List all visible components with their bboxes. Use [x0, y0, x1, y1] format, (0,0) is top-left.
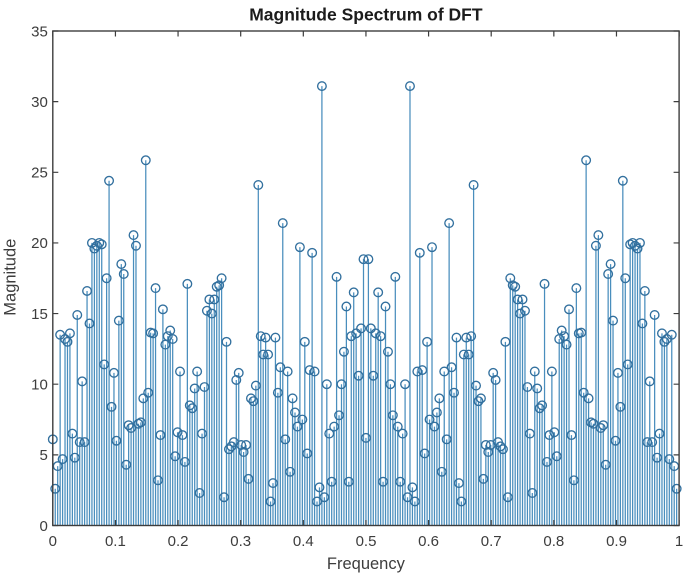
svg-text:35: 35: [31, 23, 48, 40]
svg-text:Frequency: Frequency: [327, 555, 406, 573]
svg-text:0.3: 0.3: [230, 533, 251, 550]
svg-text:0.6: 0.6: [418, 533, 439, 550]
svg-text:15: 15: [31, 306, 48, 323]
svg-text:0.8: 0.8: [543, 533, 564, 550]
svg-text:10: 10: [31, 377, 48, 394]
svg-text:5: 5: [39, 447, 47, 464]
svg-text:0.7: 0.7: [481, 533, 502, 550]
svg-text:0.9: 0.9: [606, 533, 627, 550]
svg-text:0: 0: [49, 533, 57, 550]
svg-text:Magnitude Spectrum of DFT: Magnitude Spectrum of DFT: [249, 5, 483, 25]
svg-text:0: 0: [39, 518, 47, 535]
svg-text:Magnitude: Magnitude: [2, 239, 20, 316]
svg-text:30: 30: [31, 94, 48, 111]
svg-text:25: 25: [31, 165, 48, 182]
svg-text:0.2: 0.2: [168, 533, 189, 550]
svg-text:1: 1: [675, 533, 683, 550]
svg-text:0.1: 0.1: [105, 533, 126, 550]
svg-text:20: 20: [31, 235, 48, 252]
svg-text:0.4: 0.4: [293, 533, 314, 550]
svg-text:0.5: 0.5: [356, 533, 377, 550]
